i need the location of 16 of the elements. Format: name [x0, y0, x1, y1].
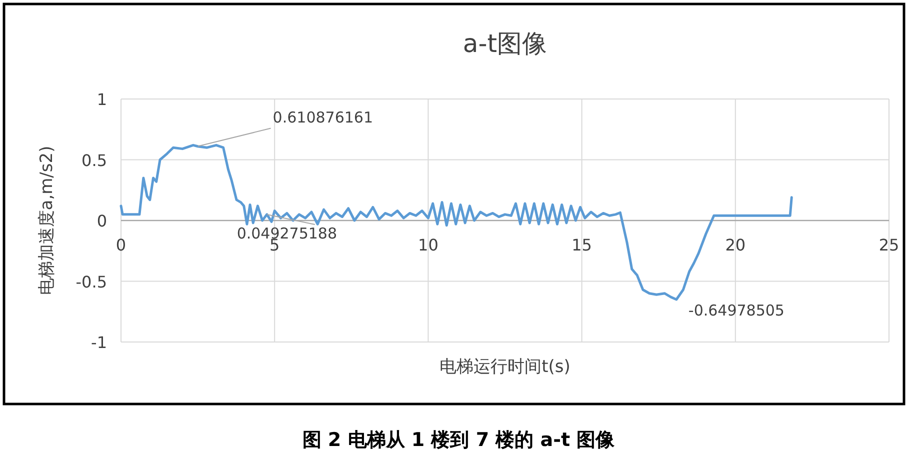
- x-tick-label: 25: [878, 236, 900, 254]
- x-axis-title: 电梯运行时间t(s): [440, 357, 570, 377]
- annotation: 0.610876161: [272, 108, 374, 126]
- x-tick-label: 10: [418, 236, 438, 254]
- y-tick-label: 0: [96, 212, 107, 230]
- y-tick-label: -1: [91, 333, 107, 352]
- annotation: -0.64978505: [688, 301, 784, 320]
- y-tick-label: -0.5: [76, 272, 107, 292]
- x-tick-label: 20: [725, 236, 746, 254]
- y-tick-label: 1: [96, 90, 107, 109]
- y-tick-label: 0.5: [82, 150, 107, 170]
- x-tick-label: 15: [572, 236, 592, 254]
- y-axis-title: 电梯加速度a,m/s2): [37, 146, 57, 296]
- caption: 图 2 电梯从 1 楼到 7 楼的 a-t 图像: [302, 429, 616, 451]
- x-tick-label: 0: [116, 236, 126, 254]
- chart-title: a-t图像: [462, 29, 548, 58]
